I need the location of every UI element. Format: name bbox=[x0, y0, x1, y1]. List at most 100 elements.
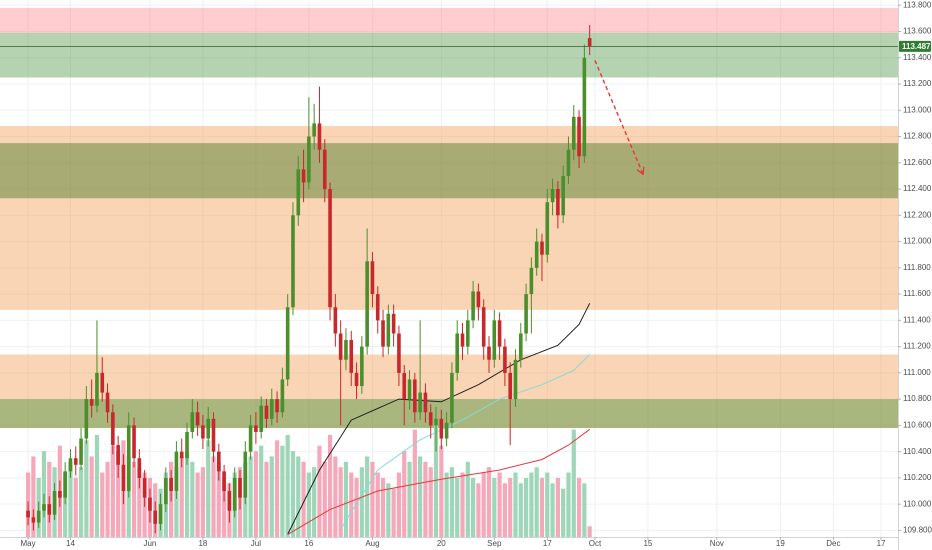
candle-body bbox=[360, 346, 364, 387]
volume-bar bbox=[433, 418, 439, 537]
candle-body bbox=[391, 313, 396, 334]
candle-body bbox=[26, 510, 30, 518]
candle-body bbox=[577, 116, 581, 157]
candle-body bbox=[418, 392, 422, 413]
volume-bar bbox=[317, 445, 322, 537]
candle-body bbox=[365, 261, 369, 347]
volume-bar bbox=[105, 461, 110, 537]
volume-bar bbox=[539, 477, 545, 537]
volume-bar bbox=[137, 467, 142, 537]
candle-body bbox=[79, 438, 83, 465]
candle-body bbox=[518, 333, 523, 360]
candle-body bbox=[503, 346, 507, 373]
volume-bar bbox=[211, 456, 216, 537]
last-price-tag bbox=[899, 40, 931, 52]
candle-body bbox=[105, 392, 110, 413]
candle-body bbox=[540, 241, 544, 255]
volume-bar bbox=[444, 472, 449, 537]
candle-body bbox=[259, 405, 263, 432]
candle-body bbox=[142, 477, 147, 498]
volume-bar bbox=[555, 477, 560, 537]
candle-body bbox=[534, 241, 539, 268]
volume-bar bbox=[534, 467, 539, 537]
candle-body bbox=[307, 136, 311, 183]
volume-bar bbox=[306, 472, 311, 537]
y-tick-label: 110.200 bbox=[903, 473, 932, 482]
candle-body bbox=[423, 392, 428, 413]
volume-bar bbox=[264, 461, 269, 537]
candle-body bbox=[63, 471, 67, 498]
volume-bar bbox=[412, 429, 417, 537]
candle-body bbox=[492, 320, 497, 360]
y-tick-label: 112.600 bbox=[903, 158, 932, 167]
candle-body bbox=[571, 116, 576, 150]
volume-bar bbox=[31, 456, 36, 537]
candle-body bbox=[164, 477, 168, 505]
volume-bar bbox=[73, 477, 78, 537]
time-axis bbox=[0, 537, 898, 550]
volume-bar bbox=[370, 461, 375, 537]
candle-body bbox=[222, 471, 226, 492]
volume-bar bbox=[84, 440, 89, 537]
x-tick-label: Jun bbox=[143, 539, 156, 548]
candle-body bbox=[291, 215, 295, 308]
candle-body bbox=[126, 425, 131, 492]
candle-body bbox=[269, 399, 274, 419]
candle-body bbox=[322, 149, 327, 190]
volume-bar bbox=[365, 456, 370, 537]
y-tick-label: 111.000 bbox=[903, 368, 931, 377]
candle-body bbox=[444, 422, 449, 439]
candle-body bbox=[582, 57, 587, 157]
candle-body bbox=[158, 504, 163, 524]
x-tick-label: 18 bbox=[198, 539, 207, 548]
candle-body bbox=[375, 294, 380, 321]
x-tick-label: 17 bbox=[543, 539, 552, 548]
candle-body bbox=[174, 451, 179, 492]
candle-body bbox=[254, 425, 258, 432]
candle-body bbox=[566, 149, 571, 176]
zone bbox=[0, 126, 898, 310]
volume-bar bbox=[582, 483, 587, 537]
candle-body bbox=[275, 399, 279, 413]
candle-body bbox=[481, 307, 486, 347]
y-tick-label: 111.400 bbox=[903, 315, 931, 324]
volume-bar bbox=[476, 483, 481, 537]
volume-bar bbox=[349, 472, 354, 537]
volume-bar bbox=[116, 451, 121, 537]
candle-body bbox=[217, 451, 221, 472]
volume-bar bbox=[222, 477, 227, 537]
candle-body bbox=[550, 189, 555, 203]
x-tick-label: 14 bbox=[66, 539, 75, 548]
volume-bar bbox=[322, 461, 327, 537]
volume-bar bbox=[195, 472, 200, 537]
volume-bar bbox=[502, 483, 507, 537]
volume-bar bbox=[174, 467, 179, 537]
volume-bar bbox=[587, 526, 592, 537]
volume-bar bbox=[110, 445, 115, 537]
volume-bar bbox=[190, 461, 195, 537]
volume-bar bbox=[465, 461, 470, 537]
moving-average bbox=[287, 428, 590, 535]
candle-body bbox=[513, 359, 518, 400]
volume-bar bbox=[68, 461, 73, 537]
volume-bar bbox=[375, 472, 380, 537]
candle-body bbox=[413, 379, 417, 413]
volume-bar bbox=[497, 472, 502, 537]
volume-bar bbox=[486, 467, 492, 537]
volume-bar bbox=[94, 434, 100, 537]
y-tick-label: 110.800 bbox=[903, 394, 932, 403]
candle-body bbox=[450, 372, 454, 423]
zone bbox=[0, 7, 898, 33]
candle-body bbox=[137, 458, 142, 478]
volume-bar bbox=[280, 445, 285, 537]
candle-body bbox=[381, 320, 385, 347]
volume-bar bbox=[460, 472, 465, 537]
candle-body bbox=[89, 399, 94, 406]
volume-bar bbox=[513, 472, 518, 537]
candle-body bbox=[439, 418, 444, 439]
candle-body bbox=[31, 517, 36, 523]
volume-bar bbox=[200, 467, 206, 537]
volume-bar bbox=[333, 456, 338, 537]
y-tick-label: 112.800 bbox=[903, 132, 932, 141]
